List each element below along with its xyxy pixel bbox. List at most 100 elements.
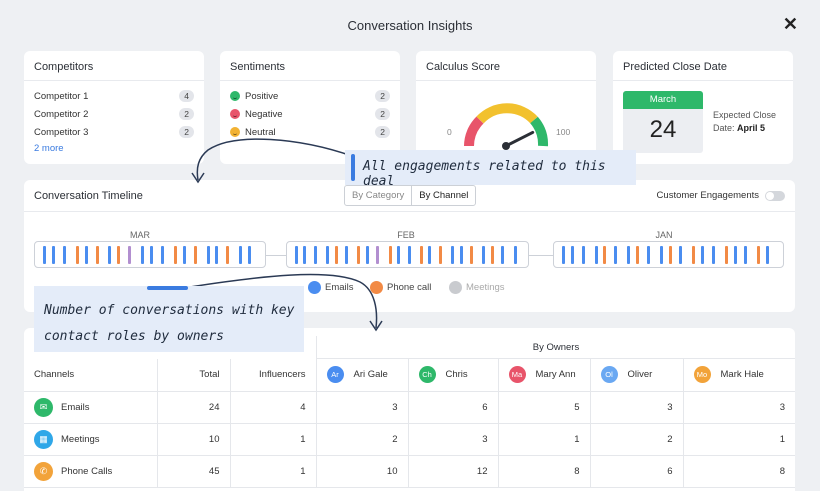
engagement-marker[interactable] <box>692 246 696 264</box>
engagement-marker[interactable] <box>724 246 728 264</box>
cell-owner: 2 <box>590 423 684 456</box>
engagement-marker[interactable] <box>482 246 486 264</box>
engagement-marker[interactable] <box>513 246 517 264</box>
engagement-marker[interactable] <box>334 246 338 264</box>
table-row[interactable]: ✆ Phone Calls 45 1 10 12 8 6 8 <box>24 455 795 488</box>
col-owner[interactable]: Mo Mark Hale <box>683 359 795 392</box>
engagement-marker[interactable] <box>326 246 330 264</box>
table-row[interactable]: ✉ Emails 24 4 3 6 5 3 3 <box>24 391 795 424</box>
competitor-row[interactable]: Competitor 3 2 <box>24 123 204 141</box>
gauge-max-label: 100 <box>556 127 570 137</box>
engagement-marker[interactable] <box>206 246 210 264</box>
email-icon: ✉ <box>34 397 53 417</box>
engagement-marker[interactable] <box>108 246 112 264</box>
engagement-marker[interactable] <box>345 246 349 264</box>
engagement-marker[interactable] <box>562 246 565 264</box>
engagement-marker[interactable] <box>490 246 494 264</box>
engagement-marker[interactable] <box>428 246 432 264</box>
calendar-icon: ▦ <box>34 429 53 449</box>
engagement-marker[interactable] <box>744 246 748 264</box>
more-competitors-link[interactable]: 2 more <box>34 143 64 154</box>
engagement-marker[interactable] <box>388 246 392 264</box>
engagement-marker[interactable] <box>173 246 177 264</box>
tab-by-channel[interactable]: By Channel <box>411 186 475 205</box>
legend-label: Phone call <box>387 282 432 293</box>
col-owner[interactable]: Ch Chris <box>408 359 499 392</box>
engagement-marker[interactable] <box>150 246 153 264</box>
engagement-marker[interactable] <box>701 246 705 264</box>
engagement-marker[interactable] <box>459 246 463 264</box>
tab-by-category[interactable]: By Category <box>352 190 405 201</box>
engagements-callout-text: All engagements related to this deal <box>363 159 606 189</box>
legend-emails[interactable]: Emails <box>308 281 354 294</box>
engagement-marker[interactable] <box>51 246 55 264</box>
cell-owner: 1 <box>683 423 795 456</box>
competitor-row[interactable]: Competitor 2 2 <box>24 105 204 123</box>
engagement-marker[interactable] <box>679 246 683 264</box>
engagement-marker[interactable] <box>376 246 380 264</box>
engagement-marker[interactable] <box>365 246 369 264</box>
engagement-marker[interactable] <box>438 246 442 264</box>
engagement-marker[interactable] <box>95 246 99 264</box>
engagement-marker[interactable] <box>141 246 145 264</box>
engagement-marker[interactable] <box>469 246 473 264</box>
cell-owner: 10 <box>316 455 409 488</box>
close-button[interactable]: ✕ <box>782 14 798 34</box>
legend-phone-call[interactable]: Phone call <box>370 281 431 294</box>
owner-avatar: Ol <box>600 366 618 384</box>
engagement-marker[interactable] <box>711 246 715 264</box>
engagement-marker[interactable] <box>128 246 132 264</box>
engagement-marker[interactable] <box>668 246 672 264</box>
engagement-marker[interactable] <box>397 246 401 264</box>
col-owner[interactable]: Ol Oliver <box>590 359 684 392</box>
engagement-marker[interactable] <box>117 246 121 264</box>
engagement-marker[interactable] <box>215 246 219 264</box>
engagement-marker[interactable] <box>646 246 650 264</box>
customer-engagements-toggle[interactable] <box>765 190 785 201</box>
engagement-marker[interactable] <box>84 246 88 264</box>
engagement-marker[interactable] <box>303 246 307 264</box>
timeline-track-jan[interactable] <box>553 241 784 268</box>
engagement-marker[interactable] <box>635 246 639 264</box>
timeline-track-feb[interactable] <box>286 241 529 268</box>
engagement-marker[interactable] <box>757 246 761 264</box>
engagement-marker[interactable] <box>419 246 423 264</box>
engagement-marker[interactable] <box>239 246 243 264</box>
competitor-row[interactable]: Competitor 1 4 <box>24 87 204 105</box>
engagement-marker[interactable] <box>603 246 607 264</box>
table-row[interactable]: ▦ Meetings 10 1 2 3 1 2 1 <box>24 423 795 456</box>
engagement-marker[interactable] <box>313 246 317 264</box>
engagement-marker[interactable] <box>295 246 298 264</box>
engagement-marker[interactable] <box>160 246 164 264</box>
engagement-marker[interactable] <box>570 246 574 264</box>
col-owner[interactable]: Ma Mary Ann <box>498 359 591 392</box>
engagement-marker[interactable] <box>766 246 770 264</box>
expected-close-value: April 5 <box>737 123 766 133</box>
engagement-marker[interactable] <box>733 246 737 264</box>
timeline-track-mar[interactable] <box>34 241 266 268</box>
engagement-marker[interactable] <box>614 246 618 264</box>
engagement-marker[interactable] <box>627 246 631 264</box>
col-influencers: Influencers <box>230 359 317 392</box>
sentiment-row[interactable]: Negative 2 <box>220 105 400 123</box>
engagement-marker[interactable] <box>226 246 230 264</box>
engagement-marker[interactable] <box>357 246 361 264</box>
engagement-marker[interactable] <box>659 246 663 264</box>
sentiment-row[interactable]: Positive 2 <box>220 87 400 105</box>
sentiment-row[interactable]: Neutral 2 <box>220 123 400 141</box>
engagement-marker[interactable] <box>594 246 598 264</box>
engagement-marker[interactable] <box>75 246 79 264</box>
engagement-marker[interactable] <box>43 246 46 264</box>
col-owner[interactable]: Ar Ari Gale <box>316 359 409 392</box>
engagement-marker[interactable] <box>581 246 585 264</box>
engagement-marker[interactable] <box>193 246 197 264</box>
owner-avatar: Mo <box>693 366 711 384</box>
engagement-marker[interactable] <box>451 246 455 264</box>
engagement-marker[interactable] <box>182 246 186 264</box>
owner-name: Ari Gale <box>353 369 388 381</box>
engagement-marker[interactable] <box>248 246 252 264</box>
engagement-marker[interactable] <box>501 246 505 264</box>
engagement-marker[interactable] <box>62 246 66 264</box>
legend-meetings[interactable]: Meetings <box>449 281 505 294</box>
engagement-marker[interactable] <box>407 246 411 264</box>
